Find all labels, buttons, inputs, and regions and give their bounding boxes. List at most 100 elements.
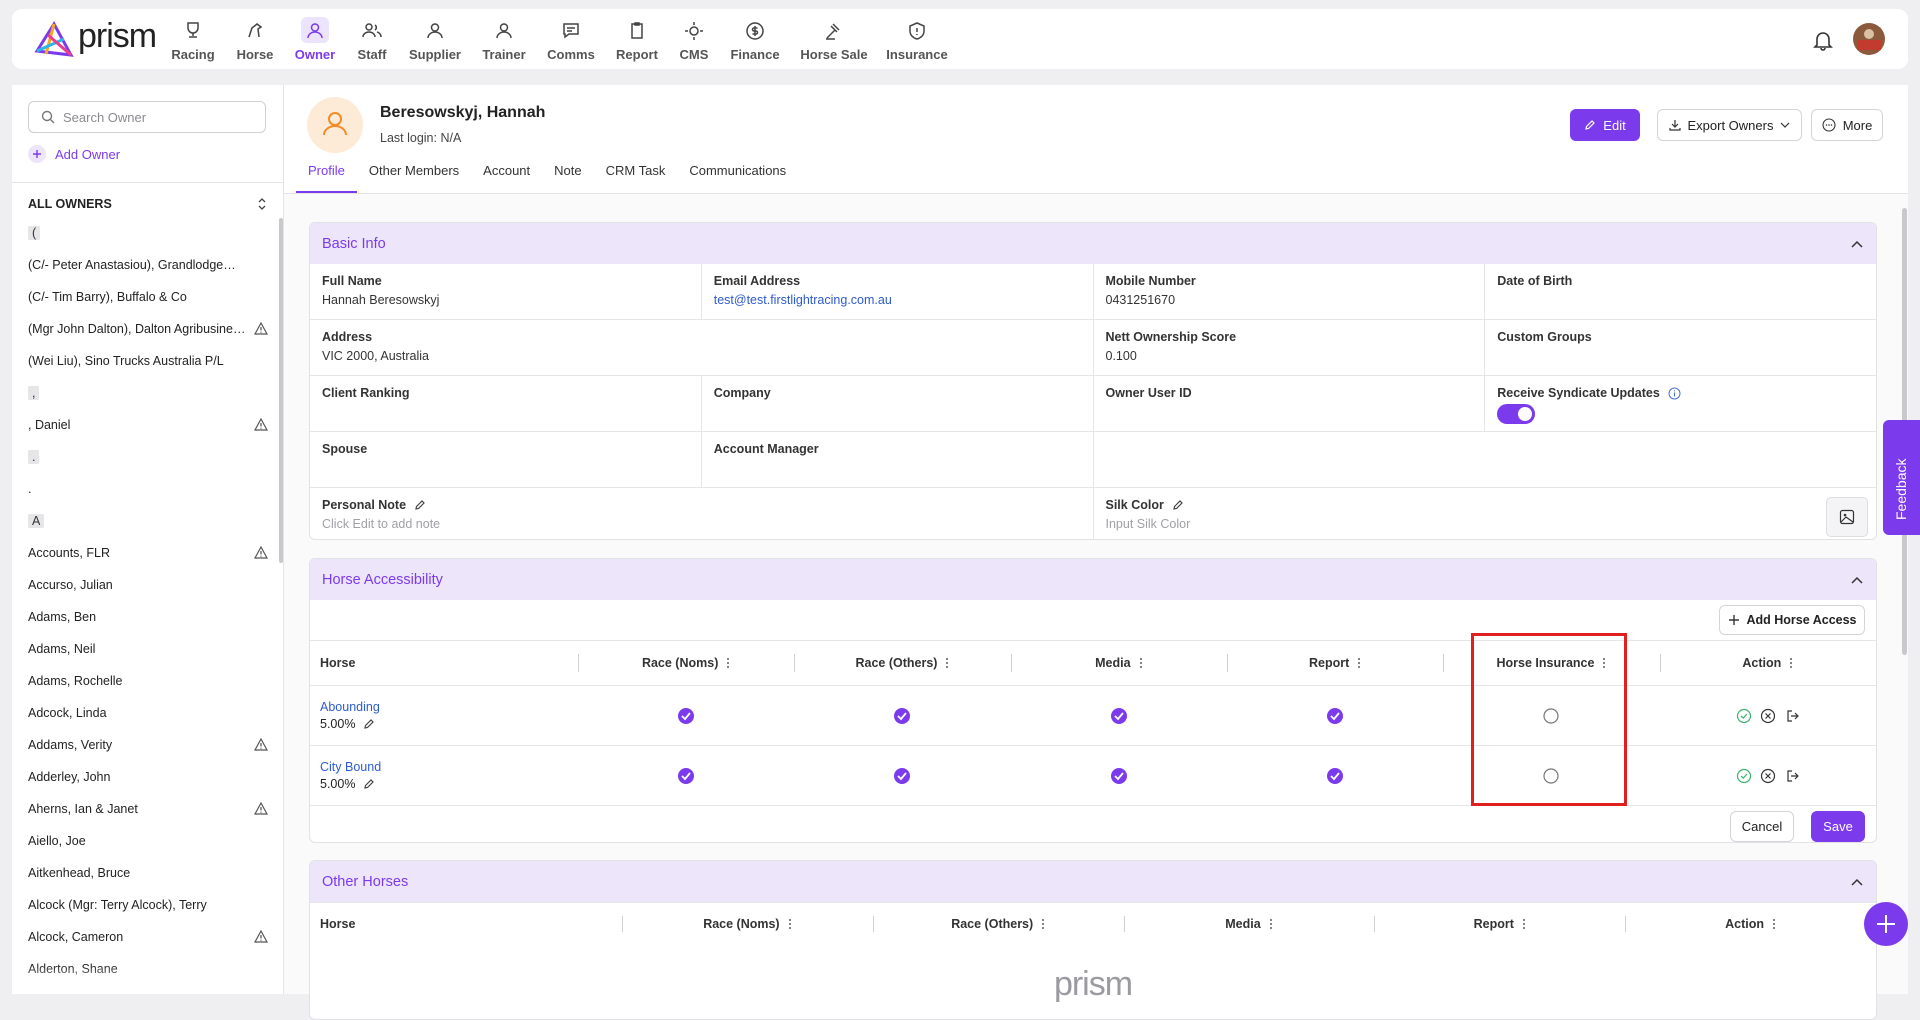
owner-item[interactable]: Addams, Verity [28,729,268,761]
tab[interactable]: Account [483,163,531,178]
nav-item[interactable]: Trainer [464,17,544,62]
add-owner[interactable]: Add Owner [28,145,120,163]
save-button[interactable]: Save [1811,811,1865,842]
action-button[interactable]: More [1811,109,1883,141]
nav-item[interactable]: CMS [654,17,734,62]
owner-item[interactable]: . [28,441,268,473]
owner-item[interactable]: (Wei Liu), Sino Trucks Australia P/L [28,345,268,377]
nav-item[interactable]: Report [597,17,677,62]
icon-part [1603,657,1606,661]
access-checked[interactable] [794,686,1010,745]
column-header[interactable]: Report [1226,641,1443,685]
action-cell[interactable] [1660,686,1876,745]
column-header[interactable]: Race (Others) [794,641,1010,685]
info-icon [1668,387,1681,399]
owner-item[interactable]: , Daniel [28,409,268,441]
access-checked[interactable] [578,746,794,805]
column-header[interactable]: Race (Noms) [622,903,873,945]
access-unchecked[interactable] [1443,686,1659,745]
horse-link[interactable]: City Bound [320,760,382,774]
user-avatar[interactable] [1852,22,1886,56]
tab[interactable]: CRM Task [605,163,666,178]
search-box[interactable]: Search Owner [28,101,266,133]
group-letter: , [28,385,40,400]
owner-item[interactable]: Accurso, Julian [28,569,268,601]
owner-item[interactable]: , [28,377,268,409]
nav-item[interactable]: Staff [332,17,412,62]
nav-item[interactable]: Horse [215,17,295,62]
image-button[interactable] [1826,497,1868,537]
nav-item[interactable]: Owner [275,17,355,62]
nav-item[interactable]: Comms [531,17,611,62]
owner-item[interactable]: (C/- Tim Barry), Buffalo & Co [28,281,268,313]
owner-item[interactable]: Adcock, Linda [28,697,268,729]
tab[interactable]: Note [554,163,582,178]
owner-item[interactable]: Alcock (Mgr: Terry Alcock), Terry [28,889,268,921]
nav-item[interactable]: Horse Sale [794,17,874,62]
owner-item[interactable]: ( [28,217,268,249]
access-checked[interactable] [1227,686,1443,745]
owner-item[interactable]: A [28,505,268,537]
owner-sidebar: Search Owner Add Owner ALL OWNERS ((C/- … [12,85,284,994]
owner-item[interactable]: Aitkenhead, Bruce [28,857,268,889]
owner-item[interactable]: Accounts, FLR [28,537,268,569]
tab[interactable]: Other Members [368,163,460,178]
action-button[interactable]: Edit [1570,109,1640,141]
toggle[interactable] [1497,404,1536,424]
bell-icon[interactable] [1812,29,1834,51]
column-header[interactable]: Action [1625,903,1876,945]
column-title: Media [1225,917,1261,931]
access-checked[interactable] [1011,686,1227,745]
owner-item[interactable]: Adderley, John [28,761,268,793]
access-checked[interactable] [578,686,794,745]
column-title: Race (Others) [855,656,938,670]
icon-part [1327,707,1344,724]
nav-item[interactable]: Insurance [877,17,957,62]
row-actions [1736,708,1799,723]
access-checked[interactable] [794,746,1010,805]
feedback-tab[interactable]: Feedback [1883,420,1920,535]
column-header[interactable]: Horse Insurance [1443,641,1659,685]
column-header[interactable]: Media [1123,903,1375,945]
column-header[interactable]: Race (Others) [872,903,1124,945]
nav-icon [746,22,764,40]
access-checked[interactable] [1227,746,1443,805]
card-header[interactable]: Other Horses [310,861,1876,902]
icon-part [894,707,911,724]
email-link[interactable]: test@test.firstlightracing.com.au [713,293,892,307]
icon-part [362,23,382,38]
sort-icon[interactable] [256,197,268,211]
icon-part [678,707,695,724]
owner-item[interactable]: Aiello, Joe [28,825,268,857]
access-checked[interactable] [1011,746,1227,805]
owner-item[interactable]: (Mgr John Dalton), Dalton Agribusine… [28,313,268,345]
card-header[interactable]: Horse Accessibility [310,559,1876,600]
nav-item[interactable]: Supplier [395,17,475,62]
action-button[interactable]: Export Owners [1657,109,1802,141]
owner-item[interactable]: Adams, Neil [28,633,268,665]
share-row: 5.00% [320,717,578,731]
owner-item[interactable]: Adams, Ben [28,601,268,633]
access-unchecked[interactable] [1443,746,1659,805]
owner-item[interactable]: . [28,473,268,505]
owner-item[interactable]: Adams, Rochelle [28,665,268,697]
owner-item[interactable]: (C/- Peter Anastasiou), Grandlodge… [28,249,268,281]
add-horse-access[interactable]: Add Horse Access [1719,605,1865,635]
field-label-row: Custom Groups [1497,330,1864,344]
cancel-button[interactable]: Cancel [1730,811,1794,842]
warning-icon [254,418,268,431]
owner-item[interactable]: Alcock, Cameron [28,921,268,953]
column-header[interactable]: Media [1010,641,1227,685]
fab-add[interactable] [1864,902,1908,946]
horse-link[interactable]: Abounding [320,700,380,714]
column-header[interactable]: Action [1659,641,1876,685]
tab[interactable]: Profile [296,163,357,193]
nav-item[interactable]: Racing [153,17,233,62]
owner-item[interactable]: Aherns, Ian & Janet [28,793,268,825]
column-header[interactable]: Report [1374,903,1625,945]
column-header[interactable]: Race (Noms) [578,641,794,685]
action-cell[interactable] [1660,746,1876,805]
tab[interactable]: Communications [689,163,787,178]
nav-item[interactable]: Finance [715,17,795,62]
card-header[interactable]: Basic Info [310,223,1876,264]
